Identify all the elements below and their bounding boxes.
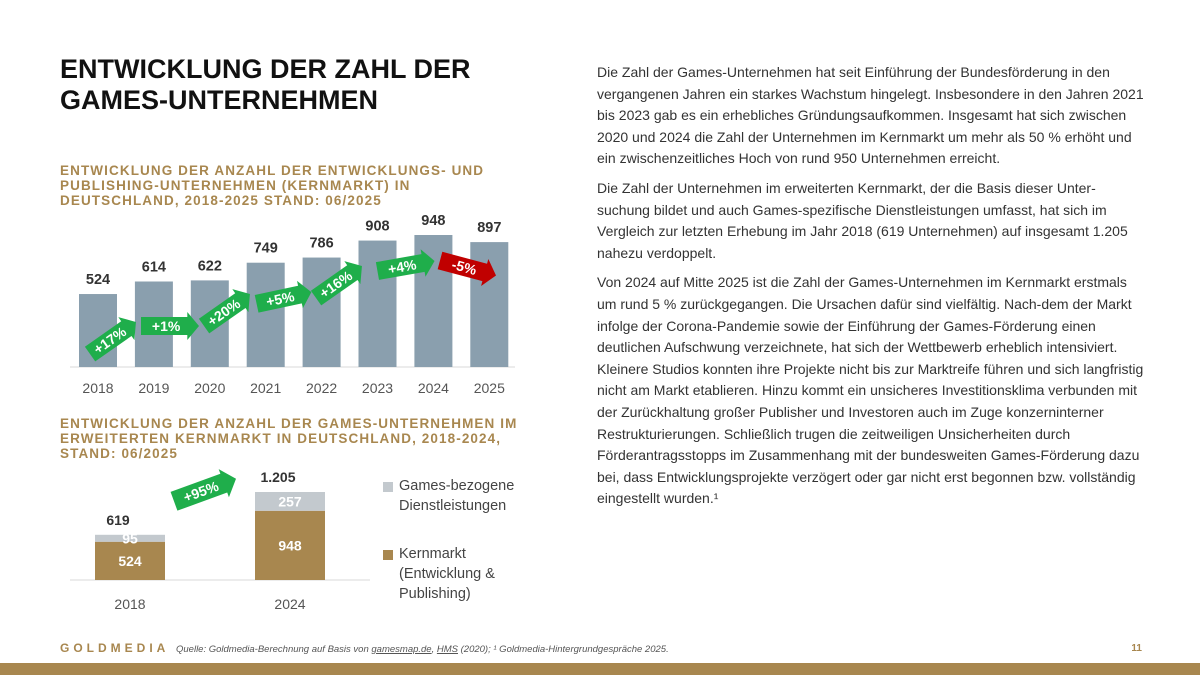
link-hms[interactable]: HMS (436, 644, 458, 655)
x-tick-label: 2024 (418, 380, 449, 396)
x-tick-label: 2022 (306, 380, 337, 396)
source-suffix: (2020); ¹ Goldmedia-Hintergrundgespräche… (458, 644, 669, 655)
paragraph: Die Zahl der Games-Unternehmen hat seit … (597, 64, 1144, 167)
paragraph: Von 2024 auf Mitte 2025 ist die Zahl der… (597, 274, 1144, 507)
bar-2021 (246, 262, 285, 367)
bar-2023 (358, 240, 397, 367)
footer-bar (0, 663, 1200, 675)
services-value-label: 95 (122, 530, 138, 546)
growth-arrow: +5% (254, 280, 312, 313)
value-label: 908 (365, 219, 389, 235)
bar-core-2024 (255, 510, 325, 580)
paragraph: Die Zahl der Unternehmen im erweiterten … (597, 179, 1128, 261)
value-label: 622 (198, 258, 222, 274)
total-label: 1.205 (260, 469, 295, 485)
arrow-shape (141, 312, 199, 340)
x-tick-label: 2020 (194, 380, 225, 396)
x-tick-label: 2018 (114, 596, 145, 612)
legend-item-core: Kernmarkt (Entwicklung & Publishing) (383, 544, 503, 604)
total-label: 619 (106, 512, 130, 528)
arrow-shape (310, 261, 362, 306)
value-label: 786 (309, 236, 333, 252)
bar-services-2018 (95, 534, 165, 542)
bar-services-2024 (255, 492, 325, 511)
source-sep: , (431, 644, 437, 655)
x-tick-label: 2019 (138, 380, 169, 396)
value-label: 897 (477, 220, 501, 236)
growth-arrow: +1% (141, 312, 199, 340)
arrow-shape (84, 317, 136, 362)
value-label: 948 (421, 213, 445, 229)
services-value-label: 257 (278, 493, 302, 509)
legend-swatch-core (383, 550, 393, 560)
legend-swatch-services (383, 482, 393, 492)
growth-label: -5% (450, 256, 479, 278)
chart2-title: ENTWICKLUNG DER ANZAHL DER GAMES-UNTERNE… (60, 416, 518, 461)
arrow-shape (437, 251, 497, 287)
growth-label: +5% (265, 288, 297, 310)
arrow-shape (254, 280, 312, 313)
chart1-title: ENTWICKLUNG DER ANZAHL DER ENTWICKLUNGS-… (60, 163, 485, 208)
page-number: 11 (1131, 643, 1142, 654)
value-label: 524 (86, 272, 110, 288)
x-tick-label: 2023 (362, 380, 393, 396)
goldmedia-logo: GOLDMEDIA (60, 641, 170, 655)
page-title: ENTWICKLUNG DER ZAHL DER GAMES-UNTERNEHM… (60, 54, 471, 115)
growth-arrow: -5% (437, 251, 497, 287)
link-gamesmap[interactable]: gamesmap.de (371, 644, 432, 655)
growth-arrow: +4% (375, 249, 435, 280)
legend-label-core: Kernmarkt (Entwicklung & Publishing) (399, 546, 495, 602)
core-value-label: 524 (118, 553, 142, 569)
body-text: Die Zahl der Games-Unternehmen hat seit … (597, 62, 1147, 518)
legend-label-services: Games-bezogene Dienstleistungen (399, 478, 515, 514)
arrow-shape (170, 469, 237, 511)
core-value-label: 948 (278, 537, 302, 553)
value-label: 749 (254, 241, 278, 257)
legend-item-services: Games-bezogene Dienstleistungen (383, 476, 533, 516)
growth-label: +1% (152, 318, 181, 334)
x-tick-label: 2018 (82, 380, 113, 396)
arrow-shape (375, 249, 435, 280)
bar-core-2018 (95, 541, 165, 580)
value-label: 614 (142, 260, 166, 276)
source-note: Quelle: Goldmedia-Berechnung auf Basis v… (176, 644, 669, 655)
growth-label: +4% (387, 256, 418, 277)
growth-arrow: +95% (170, 469, 237, 511)
source-prefix: Quelle: Goldmedia-Berechnung auf Basis v… (176, 644, 372, 655)
x-tick-label: 2025 (474, 380, 505, 396)
x-tick-label: 2021 (250, 380, 281, 396)
arrow-shape (198, 289, 250, 334)
x-tick-label: 2024 (274, 596, 305, 612)
